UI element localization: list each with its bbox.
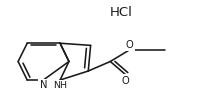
Text: NH: NH [53,81,67,90]
Text: O: O [122,76,130,86]
Text: O: O [126,40,134,50]
Text: HCl: HCl [110,6,133,19]
Text: N: N [40,80,47,90]
